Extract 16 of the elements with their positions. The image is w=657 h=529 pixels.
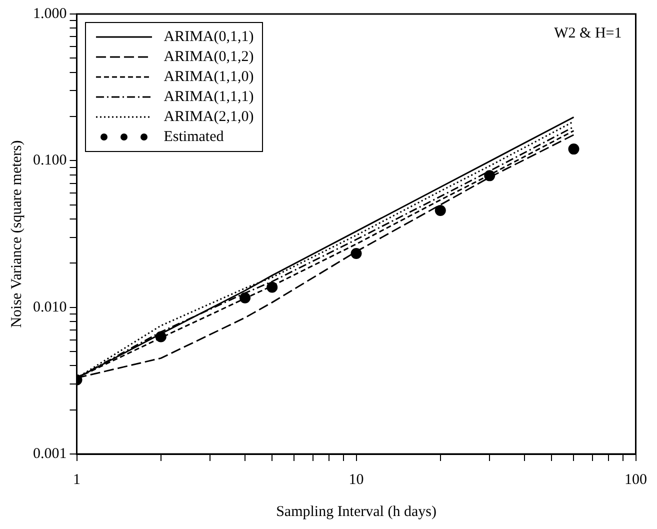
legend-label: ARIMA(1,1,0) bbox=[164, 68, 254, 87]
annotation: W2 & H=1 bbox=[554, 25, 622, 42]
y-tick-label: 0.010 bbox=[33, 299, 67, 316]
legend-label: ARIMA(1,1,1) bbox=[164, 88, 254, 107]
x-axis-title: Sampling Interval (h days) bbox=[276, 504, 436, 520]
legend-label: ARIMA(2,1,0) bbox=[164, 108, 254, 127]
y-tick-label: 0.001 bbox=[33, 446, 67, 462]
x-tick-label: 100 bbox=[624, 472, 647, 488]
x-tick-label: 10 bbox=[348, 472, 364, 488]
x-tick-label: 1 bbox=[73, 472, 80, 488]
y-tick-label: 1.000 bbox=[33, 6, 67, 22]
y-axis-title: Noise Variance (square meters) bbox=[8, 140, 25, 328]
legend-label: ARIMA(0,1,1) bbox=[164, 28, 254, 47]
legend-label: Estimated bbox=[164, 128, 224, 147]
y-tick-label: 0.100 bbox=[33, 152, 67, 169]
legend-label: ARIMA(0,1,2) bbox=[164, 48, 254, 67]
